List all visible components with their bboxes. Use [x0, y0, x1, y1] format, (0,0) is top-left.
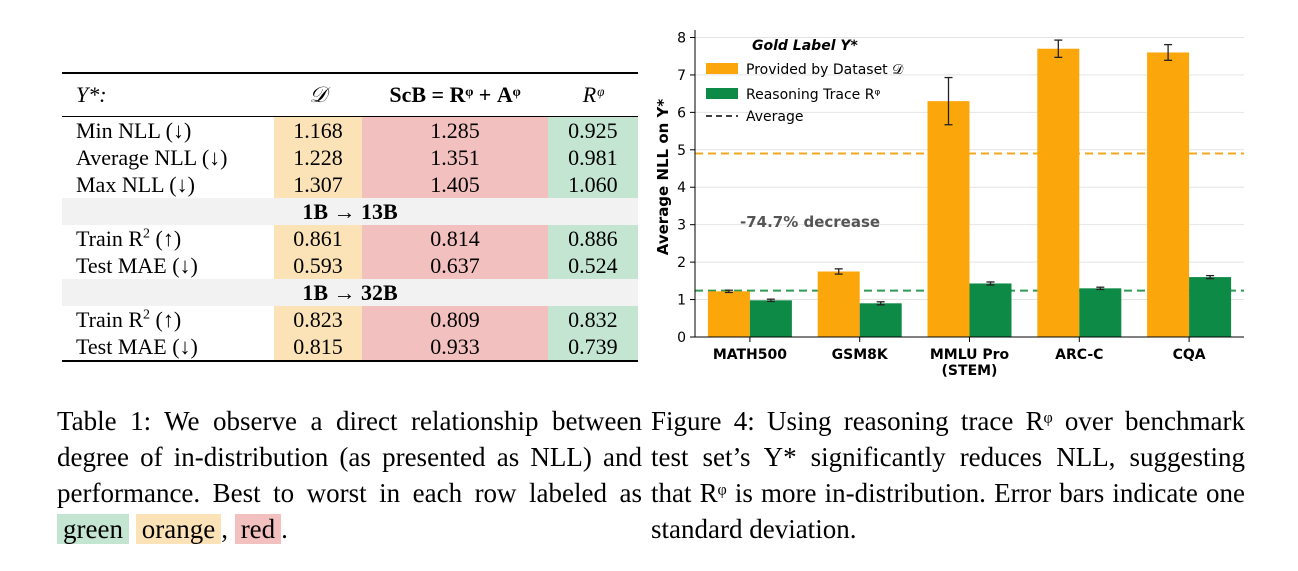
- table-header-row: Y*: 𝒟 ScB = Rᵠ + Aᵠ Rᵠ: [62, 74, 638, 117]
- bar: [817, 271, 860, 337]
- cell-dataset: 0.815: [273, 333, 363, 360]
- y-tick-label: 4: [677, 180, 686, 196]
- x-tick-label: CQA: [1173, 347, 1206, 363]
- label-sup: 2: [143, 226, 151, 242]
- cell-scb: 0.933: [362, 333, 548, 360]
- cell-dataset: 1.168: [273, 117, 363, 144]
- cell-reasoning: 0.832: [547, 306, 638, 333]
- label-sup: 2: [143, 307, 151, 323]
- cell-dataset: 1.307: [273, 171, 363, 198]
- bar: [1189, 277, 1232, 337]
- y-tick-label: 2: [677, 255, 686, 271]
- header-gold-label: Y*:: [76, 82, 107, 107]
- cell-reasoning: 1.060: [547, 171, 638, 198]
- bar: [707, 291, 750, 337]
- cell-dataset: 0.593: [273, 252, 363, 279]
- nll-table: Y*: 𝒟 ScB = Rᵠ + Aᵠ Rᵠ Min NLL (↓) 1.168…: [62, 74, 638, 360]
- legend-orange: orange: [135, 514, 222, 544]
- legend-green: green: [57, 514, 129, 544]
- results-table: Y*: 𝒟 ScB = Rᵠ + Aᵠ Rᵠ Min NLL (↓) 1.168…: [62, 72, 638, 362]
- legend-title: Gold Label Y*: [752, 38, 858, 54]
- legend-red: red: [234, 514, 282, 544]
- header-scb: ScB = Rᵠ + Aᵠ: [389, 82, 521, 107]
- legend-swatch-dataset: [706, 63, 738, 74]
- header-reasoning: Rᵠ: [582, 82, 603, 107]
- legend-swatch-reasoning: [706, 88, 738, 99]
- x-tick-label: ARC-C: [1055, 347, 1103, 363]
- label-arrow: (↑): [150, 226, 182, 251]
- cell-reasoning: 0.981: [547, 144, 638, 171]
- bar: [927, 101, 970, 337]
- y-axis-label: Average NLL on Y*: [654, 99, 672, 256]
- y-tick-label: 3: [677, 218, 686, 234]
- x-tick-label: MATH500: [713, 347, 787, 363]
- figure-caption-text: Figure 4: Using reasoning trace Rᵠ over …: [651, 406, 1245, 544]
- table-row: Average NLL (↓) 1.228 1.351 0.981: [62, 144, 638, 171]
- cell-dataset: 0.823: [273, 306, 363, 333]
- table-row: Test MAE (↓) 0.593 0.637 0.524: [62, 252, 638, 279]
- nll-bar-chart: 0 1 2 3 4 5 6 7 8 MATH500 GSM8K MMLU Pro(STEM) ARC-C…: [654, 30, 1244, 379]
- section-label-32b: 1B → 32B: [62, 279, 638, 306]
- decrease-annotation: -74.7% decrease: [740, 213, 880, 231]
- label-text: Train R: [76, 307, 144, 332]
- row-label: Min NLL (↓): [76, 118, 192, 143]
- figure-caption: Figure 4: Using reasoning trace Rᵠ over …: [651, 403, 1245, 547]
- cell-reasoning: 0.886: [547, 225, 638, 252]
- x-tick-label: GSM8K: [832, 347, 889, 363]
- table-caption: Table 1: We observe a direct relationshi…: [57, 403, 642, 547]
- bar: [1037, 48, 1080, 337]
- row-label: Max NLL (↓): [76, 172, 195, 197]
- x-tick-label: MMLU Pro: [930, 347, 1010, 363]
- y-tick-label: 0: [677, 330, 686, 346]
- legend-label-average: Average: [746, 109, 804, 125]
- y-tick-label: 8: [677, 30, 686, 46]
- bar: [1147, 52, 1190, 338]
- section-row: 1B → 32B: [62, 279, 638, 306]
- cell-dataset: 1.228: [273, 144, 363, 171]
- cell-scb: 1.351: [362, 144, 548, 171]
- y-tick-label: 6: [677, 105, 686, 121]
- y-tick-label: 1: [677, 293, 686, 309]
- bar: [859, 303, 902, 337]
- section-label-13b: 1B → 13B: [62, 198, 638, 225]
- row-label: Train R2 (↑): [62, 306, 274, 333]
- cell-reasoning: 0.739: [547, 333, 638, 360]
- caption-comma: ,: [221, 514, 228, 544]
- row-label: Average NLL (↓): [76, 145, 228, 170]
- table-row: Train R2 (↑) 0.861 0.814 0.886: [62, 225, 638, 252]
- row-label: Test MAE (↓): [76, 253, 198, 278]
- y-tick-label: 5: [677, 143, 686, 159]
- legend: Gold Label Y* Provided by Dataset 𝒟 Reas…: [706, 38, 904, 125]
- cell-scb: 0.809: [362, 306, 548, 333]
- row-label: Test MAE (↓): [76, 334, 198, 359]
- cell-scb: 1.285: [362, 117, 548, 144]
- legend-label-dataset: Provided by Dataset 𝒟: [746, 62, 904, 78]
- cell-reasoning: 0.524: [547, 252, 638, 279]
- top-rule: [62, 72, 638, 74]
- cell-dataset: 0.861: [273, 225, 363, 252]
- x-tick-sublabel: (STEM): [942, 363, 998, 379]
- cell-scb: 0.814: [362, 225, 548, 252]
- row-label: Train R2 (↑): [62, 225, 274, 252]
- table-row: Min NLL (↓) 1.168 1.285 0.925: [62, 117, 638, 144]
- label-text: Train R: [76, 226, 144, 251]
- table-row: Test MAE (↓) 0.815 0.933 0.739: [62, 333, 638, 360]
- cell-scb: 1.405: [362, 171, 548, 198]
- legend-label-reasoning: Reasoning Trace Rᵠ: [746, 87, 880, 103]
- header-dataset: 𝒟: [309, 82, 327, 107]
- table-caption-text: Table 1: We observe a direct relationshi…: [57, 406, 642, 508]
- bar: [749, 300, 792, 337]
- cell-reasoning: 0.925: [547, 117, 638, 144]
- bar: [1079, 288, 1122, 337]
- table-row: Max NLL (↓) 1.307 1.405 1.060: [62, 171, 638, 198]
- label-arrow: (↑): [150, 307, 182, 332]
- section-row: 1B → 13B: [62, 198, 638, 225]
- bottom-rule: [62, 360, 638, 362]
- caption-period: .: [281, 514, 288, 544]
- cell-scb: 0.637: [362, 252, 548, 279]
- y-tick-label: 7: [677, 68, 686, 84]
- table-row: Train R2 (↑) 0.823 0.809 0.832: [62, 306, 638, 333]
- bar: [969, 283, 1012, 337]
